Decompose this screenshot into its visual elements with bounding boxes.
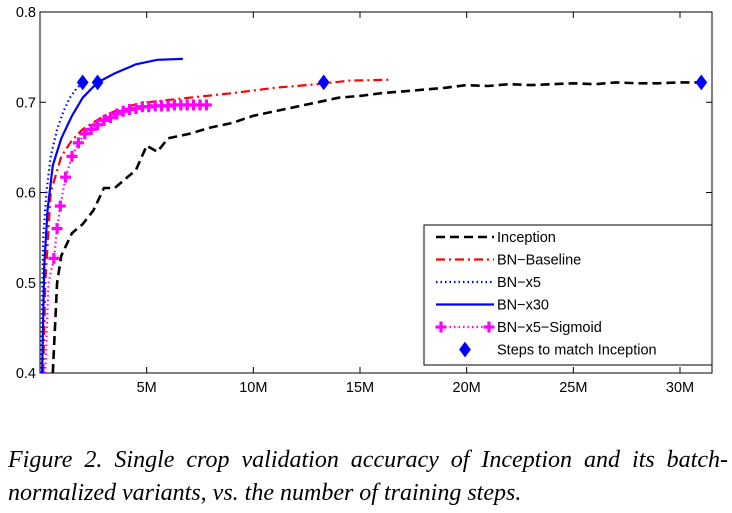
legend-label: Inception: [497, 230, 556, 246]
legend-label: BN−x5−Sigmoid: [497, 320, 602, 336]
legend-box: [423, 224, 713, 366]
plus-marker: [66, 150, 78, 162]
plus-marker: [60, 171, 72, 183]
series-line: [51, 81, 702, 373]
legend-item: Steps to match Inception: [459, 341, 657, 359]
legend-plus-marker: [483, 321, 495, 333]
y-tick-label: 0.4: [16, 366, 36, 382]
series-4: [44, 99, 212, 373]
x-tick-label: 15M: [346, 380, 374, 396]
figure-caption-text: Single crop validation accuracy of Incep…: [8, 447, 728, 506]
diamond-marker: [91, 74, 104, 91]
legend-diamond-marker: [459, 341, 471, 358]
y-tick-label: 0.7: [16, 95, 36, 111]
y-tick-label: 0.6: [16, 186, 36, 202]
plus-marker: [51, 223, 63, 235]
x-tick-label: 5M: [137, 380, 157, 396]
diamond-marker: [76, 74, 89, 91]
plus-marker: [104, 112, 116, 124]
plus-marker: [85, 123, 97, 135]
plus-marker: [111, 108, 123, 120]
y-tick-label: 0.5: [16, 276, 36, 292]
legend-item: Inception: [436, 230, 556, 246]
plus-marker: [130, 103, 142, 115]
x-tick-label: 25M: [559, 380, 587, 396]
series-0: [51, 81, 702, 373]
plus-marker: [200, 99, 212, 111]
series-3: [41, 57, 183, 373]
figure-number: Figure 2.: [8, 447, 103, 473]
diamond-marker: [317, 74, 330, 91]
legend-item: BN−x30: [436, 298, 549, 314]
legend-plus-marker: [435, 321, 447, 333]
plus-marker: [117, 105, 129, 117]
legend-item: BN−x5: [436, 275, 541, 291]
series-layer: [40, 57, 708, 373]
chart: 5M 10M 15M 20M 25M 30M 0.4 0.5 0.6 0.7 0.8 Incepti…: [16, 5, 713, 396]
legend-label: BN−x30: [497, 298, 549, 314]
legend-item: BN−x5−Sigmoid: [435, 320, 602, 336]
plus-marker: [92, 119, 104, 131]
series-1: [42, 78, 393, 373]
legend-item: BN−Baseline: [436, 253, 581, 269]
figure-caption: Figure 2. Single crop validation accurac…: [8, 444, 728, 510]
plus-marker: [79, 128, 91, 140]
legend: Inception BN−Baseline BN−x5 BN−x30 BN−x5−Sig…: [423, 224, 713, 366]
plus-marker: [54, 200, 66, 212]
legend-label: BN−x5: [497, 275, 541, 291]
series-line: [42, 78, 393, 373]
axis-ticks: 5M 10M 15M 20M 25M 30M 0.4 0.5 0.6 0.7 0.8: [16, 5, 712, 396]
x-tick-label: 10M: [239, 380, 267, 396]
x-tick-label: 30M: [666, 380, 694, 396]
diamond-marker: [695, 74, 708, 91]
series-5: [76, 74, 708, 91]
plus-marker: [98, 114, 110, 126]
legend-label: BN−Baseline: [497, 253, 581, 269]
plus-marker: [48, 252, 60, 264]
y-tick-label: 0.8: [16, 5, 36, 21]
series-line: [41, 57, 183, 373]
legend-label: Steps to match Inception: [497, 343, 657, 359]
x-tick-label: 20M: [453, 380, 481, 396]
plus-marker: [72, 137, 84, 149]
